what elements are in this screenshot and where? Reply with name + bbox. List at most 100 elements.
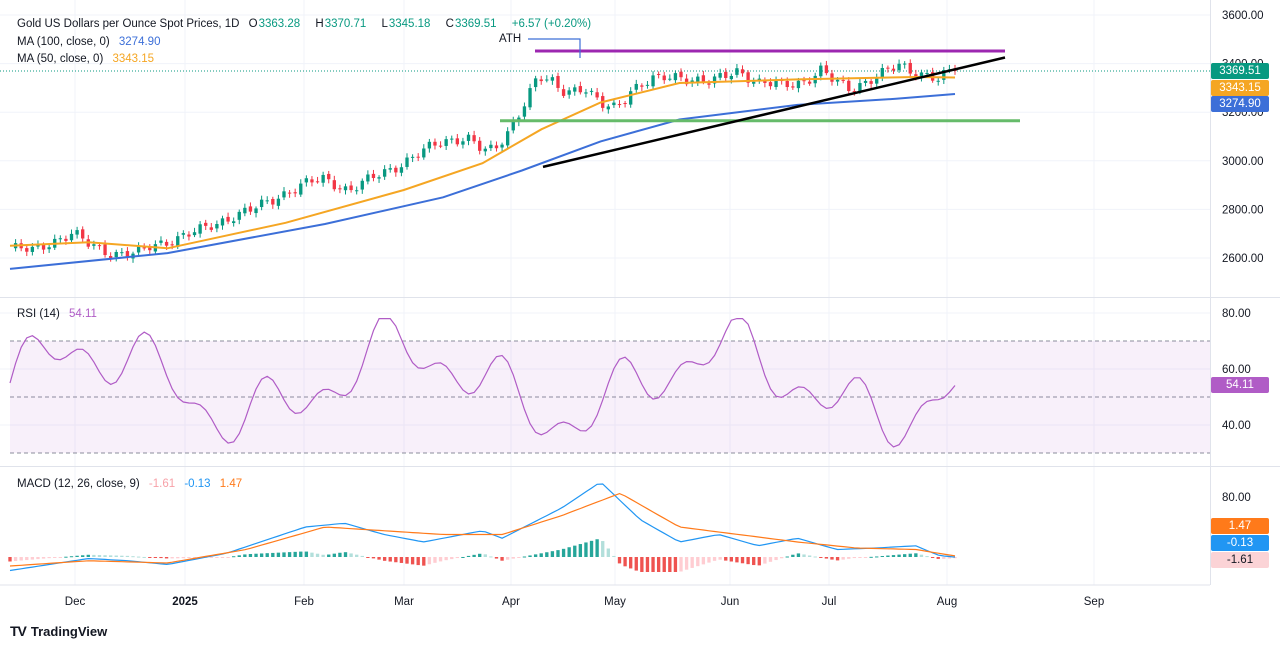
macd-hist-bar (763, 557, 767, 564)
macd-hist-bar (237, 555, 241, 557)
candle-body (327, 173, 331, 180)
macd-hist-bar (852, 557, 857, 559)
candle-body (103, 244, 107, 256)
macd-hist-bar (740, 557, 745, 564)
macd-hist-bar (629, 557, 633, 569)
grid (0, 0, 1210, 586)
candle-body (299, 183, 303, 195)
macd-legend[interactable]: MACD (12, 26, close, 9) -1.61 -0.13 1.47 (17, 478, 248, 490)
candle-body (740, 69, 745, 74)
macd-hist-bar (377, 557, 381, 560)
tradingview-icon: TV (10, 623, 27, 639)
price-change: +6.57 (+0.20%) (511, 18, 592, 30)
macd-hist-value: -1.61 (148, 478, 176, 490)
hist-badge: -1.61 (1211, 552, 1269, 568)
macd-hist-bar (53, 557, 57, 558)
candle-body (148, 246, 152, 251)
macd-hist-bar (891, 555, 896, 557)
macd-hist-bar (679, 557, 683, 572)
candle-body (394, 167, 398, 173)
candle-body (505, 131, 510, 146)
macd-hist-bar (908, 553, 912, 557)
candle-body (863, 80, 868, 83)
candle-body (573, 87, 577, 92)
candle-body (438, 145, 443, 147)
macd-hist-bar (282, 552, 286, 557)
candle-body (410, 156, 415, 158)
macd-hist-bar (561, 548, 566, 557)
macd-hist-bar (623, 557, 627, 567)
candle-body (903, 63, 907, 65)
macd-hist-bar (478, 553, 482, 557)
pane-separator (0, 297, 1280, 298)
macd-hist-bar (410, 557, 415, 565)
ohlc-open: O3363.28 (248, 18, 301, 30)
candle-body (30, 246, 35, 252)
chart-legend-main: Gold US Dollars per Ounce Spot Prices, 1… (17, 18, 597, 30)
candle-body (785, 80, 789, 88)
rsi-legend[interactable]: RSI (14) 54.11 (17, 308, 103, 320)
macd-hist-bar (355, 554, 359, 557)
macd-hist-bar (243, 554, 247, 557)
macd-hist-bar (796, 553, 801, 557)
macd-hist-bar (651, 557, 655, 572)
candle-body (282, 191, 286, 198)
macd-hist-bar (919, 554, 924, 557)
candle-body (942, 70, 946, 80)
macd-hist-bar (556, 550, 560, 557)
macd-hist-bar (332, 553, 336, 557)
candle-body (237, 211, 241, 220)
macd-hist-bar (522, 556, 527, 558)
macd-signal-value: 1.47 (219, 478, 243, 490)
macd-hist-bar (774, 557, 778, 561)
ma100-legend[interactable]: MA (100, close, 0) 3274.90 (17, 36, 166, 48)
candle-body (550, 77, 555, 81)
candle-body (478, 140, 482, 151)
candle-body (629, 91, 633, 105)
macd-hist-bar (768, 557, 773, 562)
macd-hist-bar (265, 553, 269, 557)
macd-hist-bar (293, 551, 297, 557)
candle-body (349, 185, 353, 191)
tradingview-logo[interactable]: TV TradingView (10, 623, 107, 639)
ma50-legend[interactable]: MA (50, close, 0) 3343.15 (17, 53, 160, 65)
macd-hist-bar (835, 557, 840, 561)
macd-hist-bar (164, 557, 169, 559)
candle-body (584, 92, 588, 94)
candle-body (181, 233, 186, 235)
macd-hist-bar (841, 557, 845, 560)
macd-hist-bar (757, 557, 761, 566)
candle-body (869, 81, 873, 84)
candle-body (796, 80, 801, 89)
candle-body (472, 135, 476, 142)
candle-body (746, 72, 750, 83)
y-tick-label: 80.00 (1222, 492, 1251, 504)
candle-body (539, 79, 543, 82)
macd-hist-bar (416, 557, 420, 566)
candle-body (802, 80, 806, 82)
macd-hist-bar (75, 555, 79, 557)
candle-body (908, 62, 912, 74)
macd-hist-bar (505, 557, 510, 560)
macd-hist-bar (114, 555, 118, 557)
macd-hist-bar (299, 551, 303, 557)
x-tick-label: Jun (721, 596, 740, 608)
ma50-badge: 3343.15 (1211, 80, 1269, 96)
macd-hist-bar (19, 557, 23, 561)
candle-body (343, 186, 348, 191)
candle-body (265, 200, 269, 202)
rsi-line (9, 318, 956, 448)
candle-body (198, 224, 202, 234)
x-tick-label: Aug (937, 596, 957, 608)
macd-hist-bar (936, 557, 940, 559)
price-badge: 3369.51 (1211, 63, 1269, 79)
candle-body (64, 238, 68, 241)
macd-hist-bar (617, 557, 622, 564)
x-tick-label: Feb (294, 596, 314, 608)
candle-body (768, 82, 773, 87)
macd-hist-bar (388, 557, 392, 562)
candle-body (724, 71, 728, 78)
macd-hist-bar (394, 557, 398, 563)
macd-hist-bar (802, 554, 806, 557)
